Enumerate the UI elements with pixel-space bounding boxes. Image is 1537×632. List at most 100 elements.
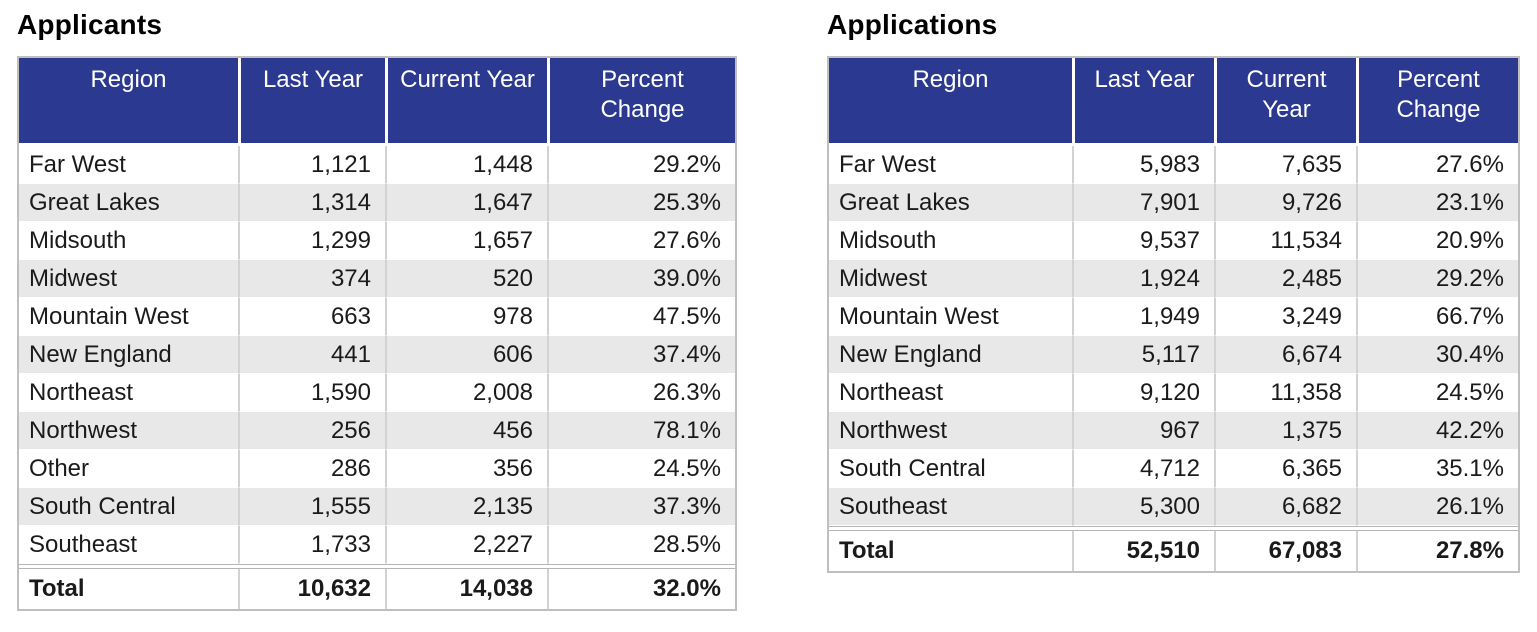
value-cell: 4,712 [1072,450,1214,488]
table-row-new-england: New England 5,117 6,674 30.4% [829,336,1518,374]
value-cell: 24.5% [1356,374,1518,412]
value-cell: 30.4% [1356,336,1518,374]
region-cell: Midsouth [829,222,1072,260]
value-cell: 23.1% [1356,184,1518,222]
value-cell: 1,949 [1072,298,1214,336]
value-cell: 67,083 [1214,531,1356,571]
value-cell: 456 [385,412,547,450]
value-cell: 520 [385,260,547,298]
value-cell: 1,375 [1214,412,1356,450]
value-cell: 29.2% [1356,260,1518,298]
table-row-southeast: Southeast 1,733 2,227 28.5% [19,526,735,564]
value-cell: 3,249 [1214,298,1356,336]
table-row-south-central: South Central 1,555 2,135 37.3% [19,488,735,526]
value-cell: 356 [385,450,547,488]
table-row-mountain-west: Mountain West 1,949 3,249 66.7% [829,298,1518,336]
region-cell: South Central [829,450,1072,488]
table-row-midsouth: Midsouth 1,299 1,657 27.6% [19,222,735,260]
region-cell: Northwest [829,412,1072,450]
value-cell: 9,120 [1072,374,1214,412]
column-header-percent-change: Percent Change [547,58,735,146]
region-cell: Midwest [19,260,238,298]
value-cell: 663 [238,298,385,336]
table-row-midwest: Midwest 374 520 39.0% [19,260,735,298]
value-cell: 26.3% [547,374,735,412]
value-cell: 5,300 [1072,488,1214,526]
table-row-great-lakes: Great Lakes 1,314 1,647 25.3% [19,184,735,222]
value-cell: 1,448 [385,146,547,184]
region-cell: Midsouth [19,222,238,260]
value-cell: 29.2% [547,146,735,184]
total-separator [829,526,1518,531]
table-row-northwest: Northwest 967 1,375 42.2% [829,412,1518,450]
region-cell: Southeast [19,526,238,564]
table-row-great-lakes: Great Lakes 7,901 9,726 23.1% [829,184,1518,222]
column-header-last-year: Last Year [238,58,385,146]
table-row-midsouth: Midsouth 9,537 11,534 20.9% [829,222,1518,260]
value-cell: 6,365 [1214,450,1356,488]
value-cell: 9,726 [1214,184,1356,222]
header-row: Region Last Year Current Year Percent Chang… [19,58,735,146]
applications-section: Applications Region Last Year Current Year… [827,9,1520,573]
table-row-other: Other 286 356 24.5% [19,450,735,488]
value-cell: 441 [238,336,385,374]
region-cell: New England [829,336,1072,374]
value-cell: 2,135 [385,488,547,526]
value-cell: 1,733 [238,526,385,564]
region-cell: Mountain West [829,298,1072,336]
value-cell: 27.6% [1356,146,1518,184]
applicants-table: Region Last Year Current Year Percent Chang… [17,56,737,611]
value-cell: 78.1% [547,412,735,450]
table-row-northwest: Northwest 256 456 78.1% [19,412,735,450]
column-header-last-year: Last Year [1072,58,1214,146]
value-cell: 1,314 [238,184,385,222]
value-cell: 39.0% [547,260,735,298]
region-cell: Northeast [19,374,238,412]
column-header-current-year: Current Year [385,58,547,146]
applications-table: Region Last Year Current Year Percent Chang… [827,56,1520,573]
value-cell: 1,555 [238,488,385,526]
value-cell: 286 [238,450,385,488]
applicants-title: Applicants [17,9,163,40]
column-header-region: Region [19,58,238,146]
table-row-midwest: Midwest 1,924 2,485 29.2% [829,260,1518,298]
value-cell: 1,647 [385,184,547,222]
value-cell: 47.5% [547,298,735,336]
value-cell: 967 [1072,412,1214,450]
region-cell: Midwest [829,260,1072,298]
region-cell: Far West [829,146,1072,184]
region-cell: Great Lakes [829,184,1072,222]
value-cell: 25.3% [547,184,735,222]
value-cell: 42.2% [1356,412,1518,450]
value-cell: 26.1% [1356,488,1518,526]
value-cell: 2,485 [1214,260,1356,298]
applications-title: Applications [827,9,998,40]
table-row-southeast: Southeast 5,300 6,682 26.1% [829,488,1518,526]
value-cell: 11,534 [1214,222,1356,260]
column-header-percent-change: Percent Change [1356,58,1518,146]
value-cell: 1,590 [238,374,385,412]
value-cell: 20.9% [1356,222,1518,260]
value-cell: 374 [238,260,385,298]
value-cell: 37.4% [547,336,735,374]
table-row-northeast: Northeast 1,590 2,008 26.3% [19,374,735,412]
value-cell: 11,358 [1214,374,1356,412]
region-cell: Far West [19,146,238,184]
region-cell: Great Lakes [19,184,238,222]
value-cell: 27.6% [547,222,735,260]
table-row-northeast: Northeast 9,120 11,358 24.5% [829,374,1518,412]
value-cell: 2,008 [385,374,547,412]
value-cell: 7,635 [1214,146,1356,184]
value-cell: 1,657 [385,222,547,260]
header-row: Region Last Year Current Year Percent Chang… [829,58,1518,146]
column-header-region: Region [829,58,1072,146]
value-cell: 24.5% [547,450,735,488]
region-cell: South Central [19,488,238,526]
total-row: Total 52,510 67,083 27.8% [829,531,1518,571]
table-row-far-west: Far West 1,121 1,448 29.2% [19,146,735,184]
value-cell: 6,674 [1214,336,1356,374]
value-cell: 37.3% [547,488,735,526]
region-cell: Other [19,450,238,488]
value-cell: 5,117 [1072,336,1214,374]
